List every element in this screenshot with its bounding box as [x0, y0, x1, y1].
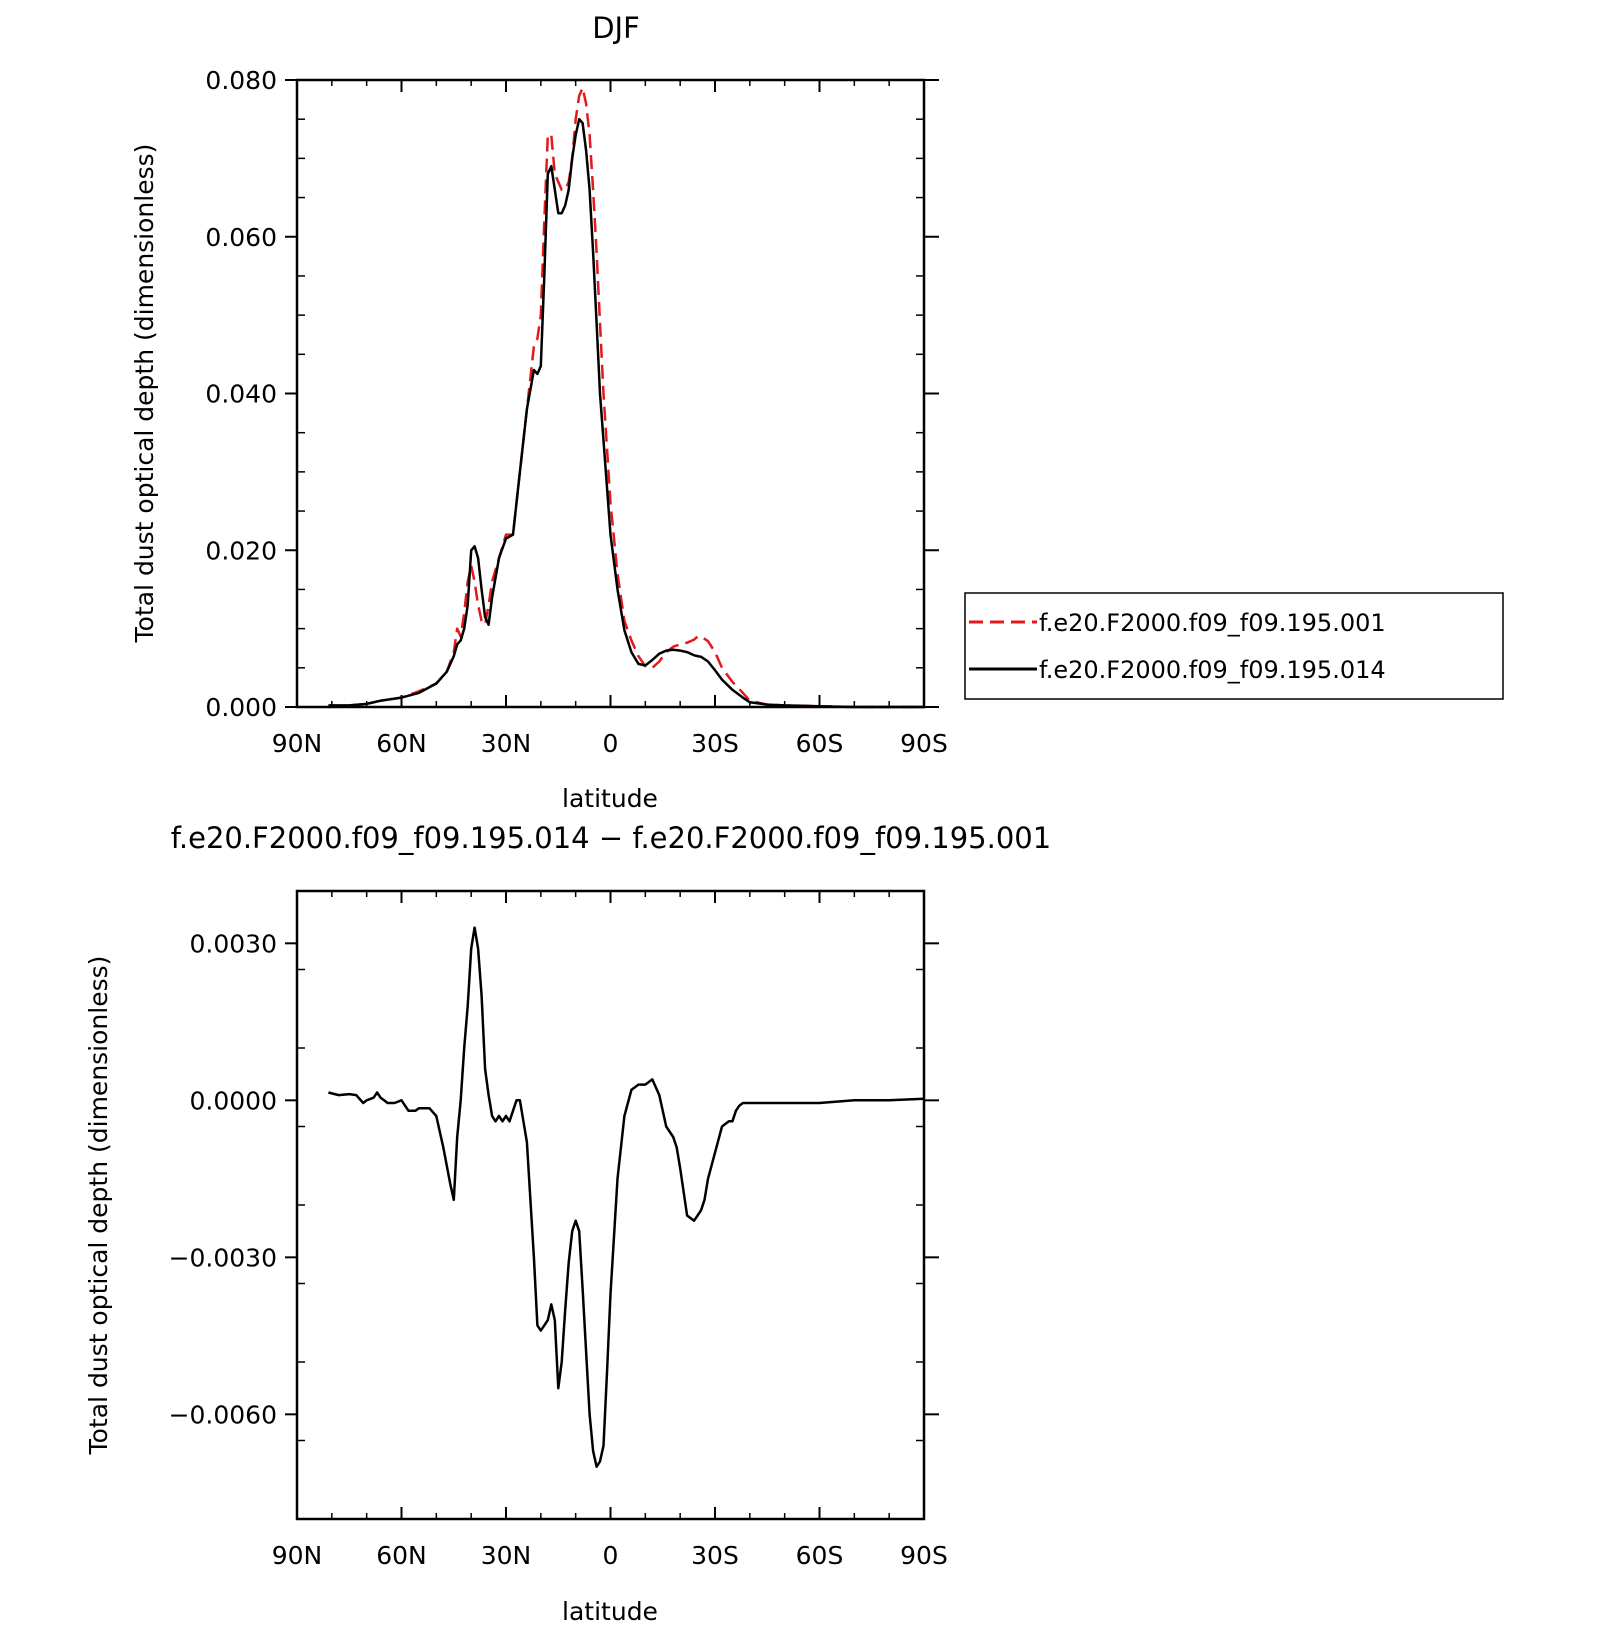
bottom-chart-title: f.e20.F2000.f09_f09.195.014 − f.e20.F200… — [171, 821, 1051, 855]
x-tick-label: 90S — [900, 729, 948, 758]
top-chart-title: DJF — [592, 11, 640, 45]
x-tick-label: 30S — [691, 1541, 739, 1570]
y-tick-label: 0.0030 — [190, 929, 277, 958]
top-y-axis-label: Total dust optical depth (dimensionless) — [130, 144, 159, 644]
legend: f.e20.F2000.f09_f09.195.001 f.e20.F2000.… — [964, 592, 1504, 700]
series-line-1 — [328, 926, 925, 1468]
bottom-y-axis-label: Total dust optical depth (dimensionless) — [84, 956, 113, 1456]
x-tick-label: 60N — [376, 1541, 427, 1570]
x-tick-label: 0 — [603, 729, 619, 758]
x-tick-label: 90N — [272, 729, 323, 758]
y-tick-label: 0.040 — [205, 380, 277, 409]
bottom-x-axis-label: latitude — [562, 1597, 658, 1626]
y-tick-label: 0.000 — [205, 693, 277, 722]
x-tick-label: 60S — [796, 1541, 844, 1570]
series-line-2 — [328, 117, 924, 709]
top-chart-panel: DJF 90N 60N 30N 0 30S 60S 90S 0.000 0.020 0.040 0.… — [130, 11, 948, 813]
bottom-chart-panel: f.e20.F2000.f09_f09.195.014 − f.e20.F200… — [84, 821, 1051, 1626]
series-line-1 — [328, 86, 924, 709]
x-tick-label: 60N — [376, 729, 427, 758]
x-tick-label: 30N — [481, 729, 532, 758]
y-tick-label: 0.020 — [205, 536, 277, 565]
x-tick-label: 60S — [796, 729, 844, 758]
legend-label-series-2: f.e20.F2000.f09_f09.195.014 — [1039, 656, 1386, 684]
top-plot-frame — [295, 78, 926, 709]
y-tick-label: 0.0000 — [190, 1086, 277, 1115]
legend-box — [964, 592, 1504, 700]
x-tick-label: 90S — [900, 1541, 948, 1570]
y-tick-label: −0.0030 — [169, 1243, 277, 1272]
bottom-plot-frame — [295, 889, 926, 1521]
y-tick-label: 0.080 — [205, 66, 277, 95]
legend-label-series-1: f.e20.F2000.f09_f09.195.001 — [1039, 609, 1386, 637]
y-tick-label: 0.060 — [205, 223, 277, 252]
y-tick-label: −0.0060 — [169, 1400, 277, 1429]
x-tick-label: 0 — [603, 1541, 619, 1570]
x-tick-label: 30S — [691, 729, 739, 758]
x-tick-label: 30N — [481, 1541, 532, 1570]
top-x-axis-label: latitude — [562, 784, 658, 813]
x-tick-label: 90N — [272, 1541, 323, 1570]
